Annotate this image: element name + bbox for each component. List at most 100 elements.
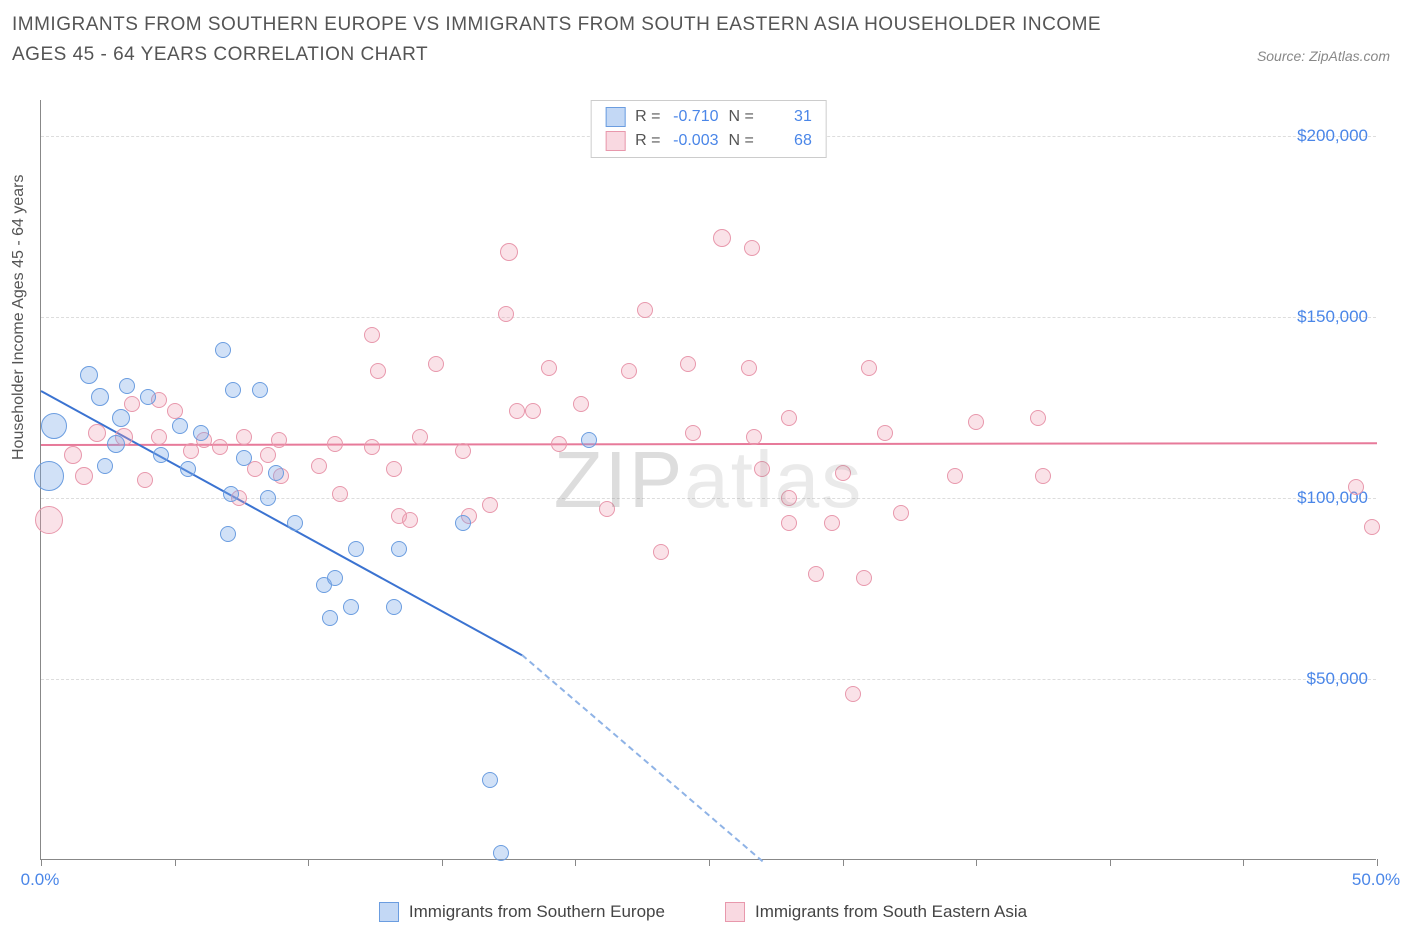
- x-tick: [1243, 859, 1244, 866]
- data-point-pink: [35, 506, 63, 534]
- data-point-blue: [343, 599, 359, 615]
- data-point-pink: [482, 497, 498, 513]
- data-point-pink: [824, 515, 840, 531]
- x-tick: [976, 859, 977, 866]
- data-point-pink: [500, 243, 518, 261]
- data-point-blue: [153, 447, 169, 463]
- legend-label-pink: Immigrants from South Eastern Asia: [755, 902, 1027, 922]
- data-point-blue: [80, 366, 98, 384]
- data-point-pink: [151, 429, 167, 445]
- data-point-pink: [88, 424, 106, 442]
- data-point-pink: [124, 396, 140, 412]
- data-point-pink: [551, 436, 567, 452]
- data-point-blue: [180, 461, 196, 477]
- data-point-pink: [893, 505, 909, 521]
- data-point-blue: [391, 541, 407, 557]
- data-point-pink: [364, 327, 380, 343]
- data-point-pink: [64, 446, 82, 464]
- data-point-pink: [680, 356, 696, 372]
- data-point-pink: [713, 229, 731, 247]
- data-point-blue: [223, 486, 239, 502]
- x-tick: [1377, 859, 1378, 866]
- data-point-pink: [621, 363, 637, 379]
- data-point-pink: [386, 461, 402, 477]
- data-point-pink: [271, 432, 287, 448]
- data-point-pink: [808, 566, 824, 582]
- legend-swatch-pink: [725, 902, 745, 922]
- data-point-pink: [653, 544, 669, 560]
- x-tick: [442, 859, 443, 866]
- data-point-pink: [1348, 479, 1364, 495]
- data-point-pink: [236, 429, 252, 445]
- data-point-pink: [1030, 410, 1046, 426]
- data-point-blue: [225, 382, 241, 398]
- data-point-pink: [781, 410, 797, 426]
- data-point-blue: [455, 515, 471, 531]
- data-point-pink: [744, 240, 760, 256]
- data-point-blue: [493, 845, 509, 861]
- data-point-pink: [311, 458, 327, 474]
- data-point-pink: [685, 425, 701, 441]
- data-point-pink: [541, 360, 557, 376]
- legend-swatch-pink: [605, 131, 625, 151]
- data-point-pink: [364, 439, 380, 455]
- data-point-pink: [781, 515, 797, 531]
- x-tick: [41, 859, 42, 866]
- data-point-pink: [637, 302, 653, 318]
- data-point-pink: [1035, 468, 1051, 484]
- y-tick-label: $50,000: [1307, 669, 1368, 689]
- x-tick: [709, 859, 710, 866]
- x-tick: [575, 859, 576, 866]
- data-point-pink: [599, 501, 615, 517]
- trend-line-blue-extrapolated: [521, 654, 763, 862]
- x-tick-label: 50.0%: [1352, 870, 1400, 890]
- data-point-pink: [746, 429, 762, 445]
- data-point-blue: [482, 772, 498, 788]
- data-point-pink: [428, 356, 444, 372]
- data-point-pink: [370, 363, 386, 379]
- grid-line: [41, 317, 1376, 318]
- data-point-pink: [754, 461, 770, 477]
- data-point-blue: [260, 490, 276, 506]
- data-point-blue: [215, 342, 231, 358]
- x-tick-label: 0.0%: [21, 870, 60, 890]
- data-point-pink: [137, 472, 153, 488]
- x-tick: [175, 859, 176, 866]
- data-point-pink: [947, 468, 963, 484]
- trend-line-blue: [41, 390, 523, 656]
- data-point-pink: [1364, 519, 1380, 535]
- correlation-legend: R =-0.710 N =31 R =-0.003 N =68: [590, 100, 827, 158]
- data-point-blue: [112, 409, 130, 427]
- data-point-blue: [107, 435, 125, 453]
- data-point-pink: [525, 403, 541, 419]
- y-tick-label: $200,000: [1297, 126, 1368, 146]
- data-point-pink: [327, 436, 343, 452]
- grid-line: [41, 679, 1376, 680]
- data-point-pink: [861, 360, 877, 376]
- data-point-blue: [97, 458, 113, 474]
- data-point-pink: [741, 360, 757, 376]
- chart-title: IMMIGRANTS FROM SOUTHERN EUROPE VS IMMIG…: [12, 10, 1112, 71]
- data-point-pink: [509, 403, 525, 419]
- x-tick: [843, 859, 844, 866]
- data-point-blue: [252, 382, 268, 398]
- data-point-pink: [781, 490, 797, 506]
- source-label: Source: ZipAtlas.com: [1257, 48, 1390, 64]
- data-point-pink: [835, 465, 851, 481]
- chart-plot-area: ZIPatlas R =-0.710 N =31 R =-0.003 N =68…: [40, 100, 1376, 860]
- data-point-pink: [573, 396, 589, 412]
- data-point-pink: [877, 425, 893, 441]
- data-point-blue: [287, 515, 303, 531]
- data-point-blue: [268, 465, 284, 481]
- data-point-pink: [455, 443, 471, 459]
- series-legend: Immigrants from Southern Europe Immigran…: [0, 902, 1406, 922]
- data-point-blue: [236, 450, 252, 466]
- data-point-blue: [348, 541, 364, 557]
- legend-swatch-blue: [605, 107, 625, 127]
- data-point-blue: [322, 610, 338, 626]
- data-point-blue: [220, 526, 236, 542]
- data-point-blue: [193, 425, 209, 441]
- data-point-pink: [498, 306, 514, 322]
- data-point-blue: [119, 378, 135, 394]
- legend-label-blue: Immigrants from Southern Europe: [409, 902, 665, 922]
